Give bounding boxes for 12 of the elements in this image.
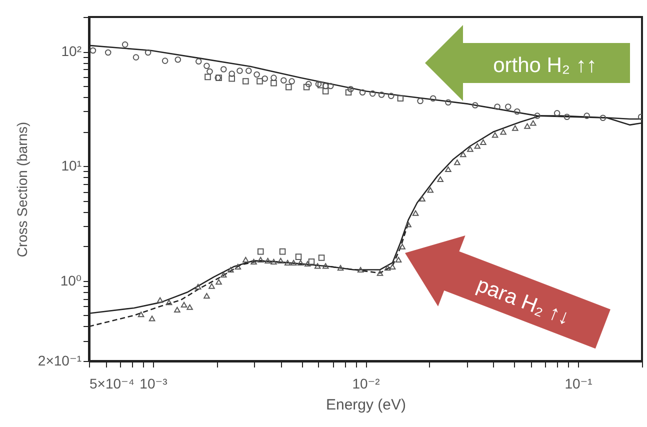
y-axis-title: Cross Section (barns) <box>14 122 30 258</box>
y-tick-label: 2×10⁻¹ <box>38 352 82 368</box>
x-tick-label: 10⁻² <box>352 376 380 392</box>
x-axis-title: Energy (eV) <box>326 396 406 414</box>
annotation: para H₂ ↑↓ <box>473 273 574 330</box>
x-tick-label: 5×10⁻⁴ <box>90 376 134 392</box>
y-tick-label: 10⁰ <box>60 272 82 288</box>
annotation: ortho H₂ ↑↑ <box>493 54 597 77</box>
y-tick-label: 10¹ <box>61 158 82 174</box>
y-tick-label: 10² <box>61 43 82 60</box>
x-tick-label: 10⁻¹ <box>564 376 593 392</box>
x-tick-label: 10⁻³ <box>140 376 168 392</box>
